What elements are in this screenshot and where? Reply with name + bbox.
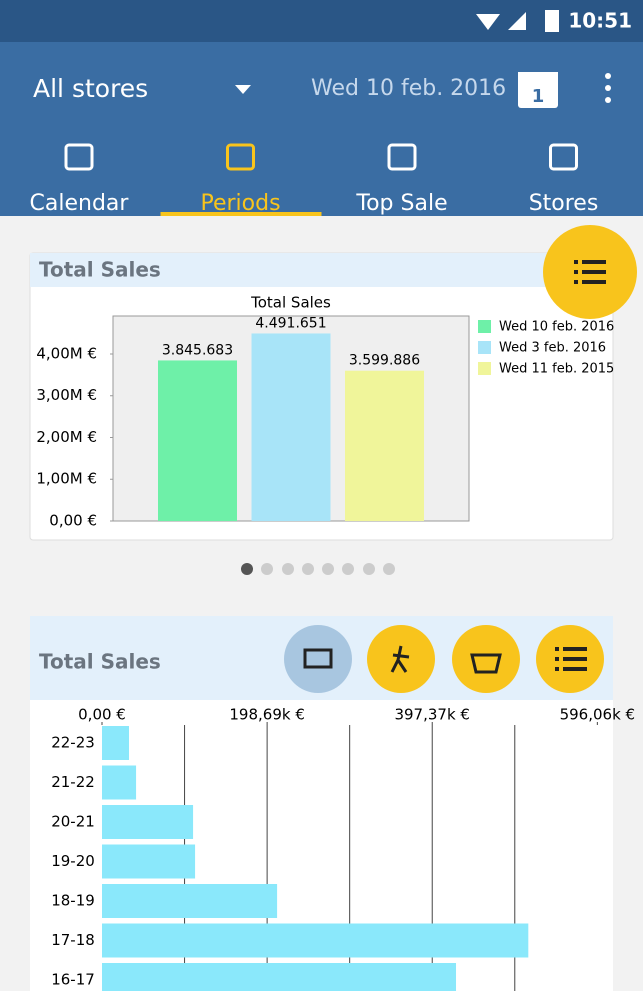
- legend-label: Wed 11 feb. 2015: [499, 362, 614, 377]
- tab-bar: Calendar Periods Top Sale Stores: [30, 143, 599, 216]
- wifi-icon: [476, 14, 500, 30]
- money-button[interactable]: [284, 625, 352, 693]
- chart-title: Total Sales: [250, 294, 331, 312]
- y-tick-label: 16-17: [51, 971, 95, 989]
- y-tick-label: 0,00 €: [49, 512, 97, 530]
- tab[interactable]: Periods: [200, 191, 280, 216]
- legend-label: Wed 10 feb. 2016: [499, 320, 614, 335]
- dropdown-arrow[interactable]: [235, 85, 251, 94]
- tab-icon: [226, 143, 255, 171]
- value-label: 3.599.886: [349, 353, 420, 369]
- card-title: Total Sales: [39, 650, 161, 674]
- legend-swatch: [478, 341, 491, 354]
- signal-icon: [508, 12, 526, 30]
- bar: [102, 726, 130, 760]
- tab-icon: [549, 143, 578, 171]
- bar: [251, 333, 331, 521]
- y-tick-label: 18-19: [51, 892, 95, 910]
- basket-icon: [470, 653, 502, 674]
- menu-button[interactable]: [605, 73, 611, 103]
- money-icon: [303, 648, 333, 669]
- y-tick-label: 2,00M €: [36, 428, 97, 446]
- y-tick-label: 21-22: [51, 773, 95, 791]
- chart: 0,00 € 1,00M € 2,00M € 3,00M € 4,00M € 3.845.…: [36, 315, 614, 529]
- tab[interactable]: Calendar: [30, 191, 130, 216]
- walk-icon: [390, 645, 410, 673]
- bar: [102, 884, 278, 918]
- bar: [102, 963, 457, 995]
- calendar-day: 1: [532, 86, 545, 107]
- clock: 10:51: [568, 9, 632, 33]
- y-tick-label: 20-21: [51, 813, 95, 831]
- list-icon: [555, 647, 587, 671]
- battery-icon: [545, 10, 559, 32]
- toolbar: [0, 42, 643, 216]
- y-tick-label: 4,00M €: [36, 344, 97, 362]
- x-tick-label: 596,06k €: [560, 706, 635, 724]
- visitors-button[interactable]: [367, 625, 435, 693]
- tab[interactable]: Stores: [529, 191, 599, 216]
- value-label: 3.845.683: [162, 342, 233, 358]
- card-header: [30, 253, 613, 287]
- bar: [102, 844, 196, 879]
- y-tick-label: 3,00M €: [36, 386, 97, 404]
- y-tick-label: 17-18: [51, 931, 95, 949]
- tab-icon: [387, 143, 417, 171]
- tab-indicator: [160, 212, 322, 216]
- calendar-top: [518, 72, 558, 82]
- store-selector[interactable]: All stores: [33, 74, 148, 103]
- bar: [102, 923, 529, 958]
- card-title: Total Sales: [39, 258, 161, 282]
- x-tick-label: 0,00 €: [78, 706, 126, 724]
- legend-swatch: [478, 320, 491, 333]
- bar: [102, 765, 137, 800]
- tab-icon: [64, 143, 94, 171]
- list-icon: [574, 260, 606, 284]
- value-label: 4.491.651: [255, 315, 326, 331]
- chart: 0,00 € 198,69k € 397,37k € 596,06k € 22-23 21…: [51, 706, 635, 995]
- y-tick-label: 19-20: [51, 852, 95, 870]
- bar: [158, 360, 237, 521]
- legend-label: Wed 3 feb. 2016: [499, 341, 606, 356]
- basket-button[interactable]: [452, 625, 520, 693]
- y-tick-label: 1,00M €: [36, 470, 97, 488]
- status-bar: [0, 0, 643, 42]
- tab[interactable]: Top Sale: [355, 191, 447, 216]
- x-tick-label: 198,69k €: [229, 706, 304, 724]
- y-tick-label: 22-23: [51, 734, 95, 752]
- bar: [345, 370, 424, 521]
- legend-swatch: [478, 362, 491, 375]
- x-tick-label: 397,37k €: [394, 706, 469, 724]
- date[interactable]: Wed 10 feb. 2016: [311, 76, 506, 101]
- page-indicator: [241, 563, 395, 575]
- bar: [102, 805, 194, 839]
